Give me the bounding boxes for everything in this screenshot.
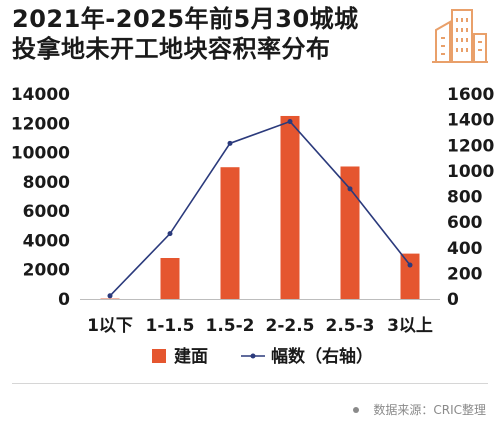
right-tick-label: 1000 — [447, 162, 494, 182]
building-icon — [432, 9, 488, 63]
right-tick-label: 800 — [447, 188, 483, 208]
line-point-3以上 — [407, 262, 413, 268]
bar-1.5-2 — [220, 167, 240, 299]
bullet-dot — [353, 406, 360, 413]
combo-chart: 0 2000 4000 6000 8000 10000 12000 14000 0 200 400… — [11, 85, 495, 367]
footer-divider — [12, 383, 488, 384]
line-point-2-2.5 — [287, 119, 293, 125]
left-tick-label: 12000 — [11, 114, 70, 134]
right-tick-label: 1600 — [447, 85, 494, 105]
left-tick-label: 2000 — [23, 261, 70, 281]
right-tick-label: 600 — [447, 213, 483, 233]
bar-2.5-3 — [340, 166, 360, 299]
left-tick-label: 0 — [58, 290, 70, 310]
category-label: 2-2.5 — [266, 316, 315, 336]
legend-label-line: 幅数（右轴） — [271, 346, 373, 367]
right-tick-label: 1400 — [447, 111, 494, 131]
title-line-2: 投拿地未开工地块容积率分布 — [12, 35, 331, 63]
bar-3以上 — [400, 253, 420, 299]
line-point-1.5-2 — [227, 140, 233, 146]
title-line-1: 2021年-2025年前5月30城城 — [12, 5, 359, 33]
legend: 建面 幅数（右轴） — [152, 346, 373, 367]
legend-label-bar: 建面 — [174, 346, 208, 367]
left-tick-label: 10000 — [11, 144, 70, 164]
category-label: 1-1.5 — [146, 316, 195, 336]
category-label: 2.5-3 — [326, 316, 375, 336]
left-tick-label: 8000 — [23, 173, 70, 193]
left-tick-label: 6000 — [23, 202, 70, 222]
chart-title: 2021年-2025年前5月30城城 投拿地未开工地块容积率分布 — [12, 4, 359, 64]
line-point-1-1.5 — [167, 231, 173, 237]
category-label: 1.5-2 — [206, 316, 255, 336]
right-tick-label: 400 — [447, 239, 483, 259]
category-label: 1以下 — [87, 316, 133, 336]
legend-swatch-bar — [152, 349, 166, 363]
source-note: 数据来源：CRIC整理 — [353, 401, 486, 418]
legend-swatch-point — [250, 353, 256, 359]
line-series-count — [109, 120, 411, 297]
left-tick-label: 4000 — [23, 231, 70, 251]
bar-1-1.5 — [160, 258, 180, 299]
line-point-1以下 — [107, 293, 113, 299]
bar-2-2.5 — [280, 115, 300, 299]
line-point-2.5-3 — [347, 186, 353, 192]
category-label: 3以上 — [387, 316, 433, 336]
right-tick-label: 0 — [447, 290, 459, 310]
left-tick-label: 14000 — [11, 85, 70, 105]
right-tick-label: 1200 — [447, 136, 494, 156]
right-tick-label: 200 — [447, 264, 483, 284]
source-text: 数据来源：CRIC整理 — [373, 403, 486, 417]
